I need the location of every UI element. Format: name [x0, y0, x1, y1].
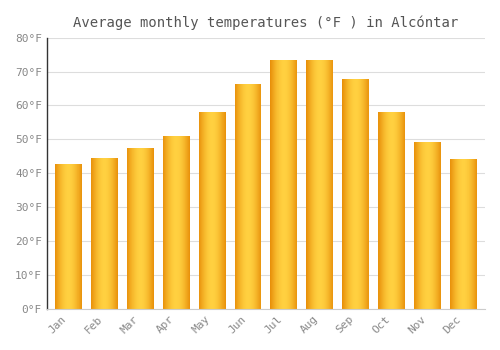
Title: Average monthly temperatures (°F ) in Alcóntar: Average monthly temperatures (°F ) in Al… — [74, 15, 458, 29]
